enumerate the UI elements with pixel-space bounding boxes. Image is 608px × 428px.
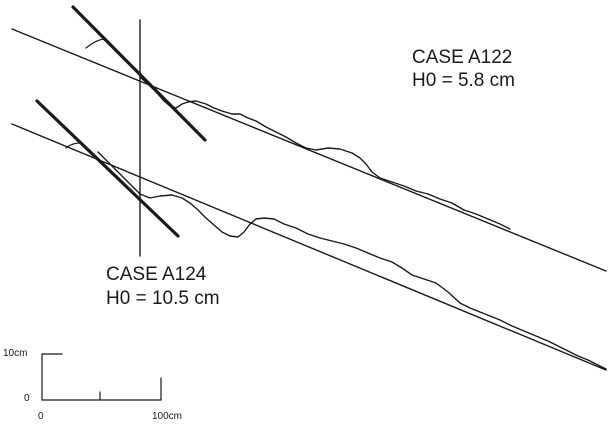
upper-angle-arc xyxy=(85,38,105,49)
scale-horizontal-left-label: 0 xyxy=(38,411,44,422)
lower-tangent-line xyxy=(35,99,180,238)
upper-slope-line xyxy=(11,28,607,272)
scale-vertical-bottom-label: 0 xyxy=(24,393,30,404)
scale-vertical-top-label: 10cm xyxy=(3,348,28,359)
case-a124-h0: H0 = 10.5 cm xyxy=(106,288,220,309)
lower-angle-arc xyxy=(65,142,81,149)
case-a122-h0: H0 = 5.8 cm xyxy=(412,70,515,91)
lower-surface-profile xyxy=(97,151,607,370)
upper-surface-profile xyxy=(139,76,511,230)
scale-horizontal-right-label: 100cm xyxy=(152,411,183,422)
upper-tangent-line xyxy=(71,5,207,142)
case-a124-title: CASE A124 xyxy=(106,264,207,285)
case-a122-title: CASE A122 xyxy=(412,47,513,68)
